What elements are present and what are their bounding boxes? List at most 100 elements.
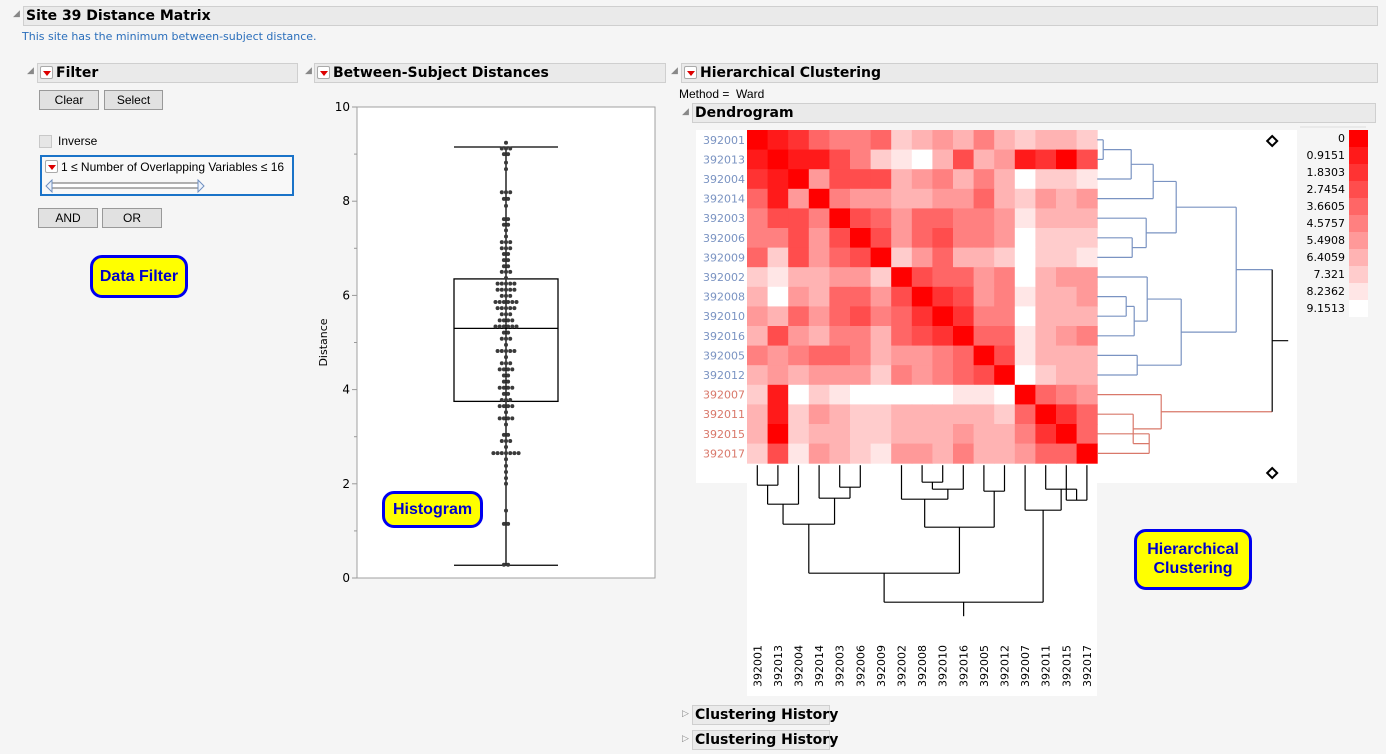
data-point bbox=[493, 299, 498, 304]
heatmap-cell bbox=[1035, 404, 1057, 425]
heatmap-cell bbox=[1076, 267, 1098, 288]
data-point bbox=[510, 318, 515, 323]
data-point bbox=[497, 416, 502, 421]
data-point bbox=[506, 379, 511, 384]
data-point bbox=[508, 451, 513, 456]
heatmap-cell bbox=[808, 443, 830, 464]
heatmap-cell bbox=[911, 384, 933, 405]
heatmap-cell bbox=[829, 326, 851, 347]
data-point bbox=[510, 299, 515, 304]
distances-header[interactable]: Between-Subject Distances bbox=[314, 63, 666, 83]
heatmap-cell bbox=[1014, 424, 1036, 445]
heatmap-cell bbox=[808, 247, 830, 268]
heatmap-cell bbox=[973, 130, 995, 151]
report-title[interactable]: Site 39 Distance Matrix bbox=[23, 6, 1378, 26]
dendrogram-header[interactable]: Dendrogram bbox=[692, 103, 1376, 123]
data-point bbox=[508, 240, 513, 245]
clustering-history-1[interactable]: Clustering History bbox=[692, 705, 838, 725]
heatmap-cell bbox=[808, 169, 830, 190]
data-point bbox=[504, 476, 508, 481]
heatmap-cell bbox=[932, 326, 954, 347]
history2-disclosure-icon[interactable]: ▷ bbox=[682, 734, 689, 744]
clustering-history-2[interactable]: Clustering History bbox=[692, 730, 838, 750]
heatmap-cell bbox=[870, 424, 892, 445]
heatmap-cell bbox=[1056, 326, 1078, 347]
range-slider[interactable] bbox=[45, 179, 207, 193]
heatmap-cell bbox=[994, 345, 1016, 366]
heatmap-cell bbox=[767, 228, 789, 249]
distances-menu-icon[interactable] bbox=[317, 66, 330, 79]
heatmap-cell bbox=[747, 345, 769, 366]
data-point bbox=[506, 196, 511, 201]
filter-menu-icon[interactable] bbox=[40, 66, 53, 79]
data-point bbox=[499, 190, 504, 195]
data-point bbox=[506, 416, 511, 421]
data-point bbox=[504, 306, 508, 311]
data-point bbox=[501, 318, 506, 323]
heatmap-cell bbox=[973, 169, 995, 190]
heatmap-cell bbox=[1056, 208, 1078, 229]
filter-header[interactable]: Filter bbox=[37, 63, 298, 83]
range-filter-menu-icon[interactable] bbox=[45, 160, 58, 173]
data-point bbox=[508, 361, 513, 366]
heatmap-cell bbox=[747, 149, 769, 170]
select-button[interactable]: Select bbox=[104, 90, 163, 110]
column-label: 392004 bbox=[793, 645, 806, 687]
heatmap-cell bbox=[1076, 345, 1098, 366]
clustering-disclosure-icon[interactable]: ◢ bbox=[671, 66, 678, 76]
heatmap-cell bbox=[870, 384, 892, 405]
data-point bbox=[506, 367, 511, 372]
data-point bbox=[506, 373, 511, 378]
legend-swatch bbox=[1349, 300, 1368, 317]
heatmap-cell bbox=[911, 267, 933, 288]
data-point bbox=[501, 324, 506, 329]
heatmap-cell bbox=[850, 169, 872, 190]
data-point bbox=[495, 451, 500, 456]
report-note: This site has the minimum between-subjec… bbox=[22, 30, 317, 43]
heatmap-cell bbox=[1035, 208, 1057, 229]
data-point bbox=[497, 318, 502, 323]
legend-label: 3.6605 bbox=[1307, 200, 1346, 213]
legend-label: 8.2362 bbox=[1307, 285, 1346, 298]
row-label: 392009 bbox=[703, 251, 745, 264]
range-max-handle[interactable] bbox=[197, 179, 205, 193]
heatmap-cell bbox=[1076, 443, 1098, 464]
clustering-header[interactable]: Hierarchical Clustering bbox=[681, 63, 1378, 83]
heatmap-cell bbox=[932, 306, 954, 327]
heatmap-cell bbox=[829, 424, 851, 445]
heatmap-cell bbox=[1076, 169, 1098, 190]
data-point bbox=[508, 336, 513, 341]
heatmap-cell bbox=[953, 247, 975, 268]
data-point bbox=[504, 336, 508, 341]
report-disclosure-icon[interactable]: ◢ bbox=[13, 9, 20, 19]
heatmap-cell bbox=[973, 267, 995, 288]
heatmap-cell bbox=[973, 247, 995, 268]
history1-disclosure-icon[interactable]: ▷ bbox=[682, 709, 689, 719]
distances-disclosure-icon[interactable]: ◢ bbox=[305, 66, 312, 76]
and-button[interactable]: AND bbox=[38, 208, 98, 228]
heatmap-cell bbox=[1035, 169, 1057, 190]
data-point bbox=[501, 379, 506, 384]
inverse-checkbox[interactable] bbox=[39, 135, 52, 148]
clear-button[interactable]: Clear bbox=[39, 90, 99, 110]
data-point bbox=[508, 438, 513, 443]
range-min-handle[interactable] bbox=[45, 179, 53, 193]
heatmap-cell bbox=[994, 443, 1016, 464]
heatmap-cell bbox=[788, 404, 810, 425]
heatmap-cell bbox=[788, 169, 810, 190]
or-button[interactable]: OR bbox=[102, 208, 162, 228]
heatmap-cell bbox=[767, 365, 789, 386]
heatmap-cell bbox=[932, 149, 954, 170]
row-label: 392010 bbox=[703, 310, 745, 323]
heatmap-cell bbox=[994, 365, 1016, 386]
heatmap-cell bbox=[973, 365, 995, 386]
filter-disclosure-icon[interactable]: ◢ bbox=[27, 66, 34, 76]
data-point bbox=[501, 251, 506, 256]
clustering-menu-icon[interactable] bbox=[684, 66, 697, 79]
heatmap-cell bbox=[1076, 326, 1098, 347]
column-label: 392005 bbox=[978, 645, 991, 687]
column-label: 392014 bbox=[813, 645, 826, 687]
dendrogram-disclosure-icon[interactable]: ◢ bbox=[682, 107, 689, 117]
range-filter-box[interactable]: 1 ≤ Number of Overlapping Variables ≤ 16 bbox=[40, 155, 294, 196]
data-point bbox=[491, 451, 496, 456]
